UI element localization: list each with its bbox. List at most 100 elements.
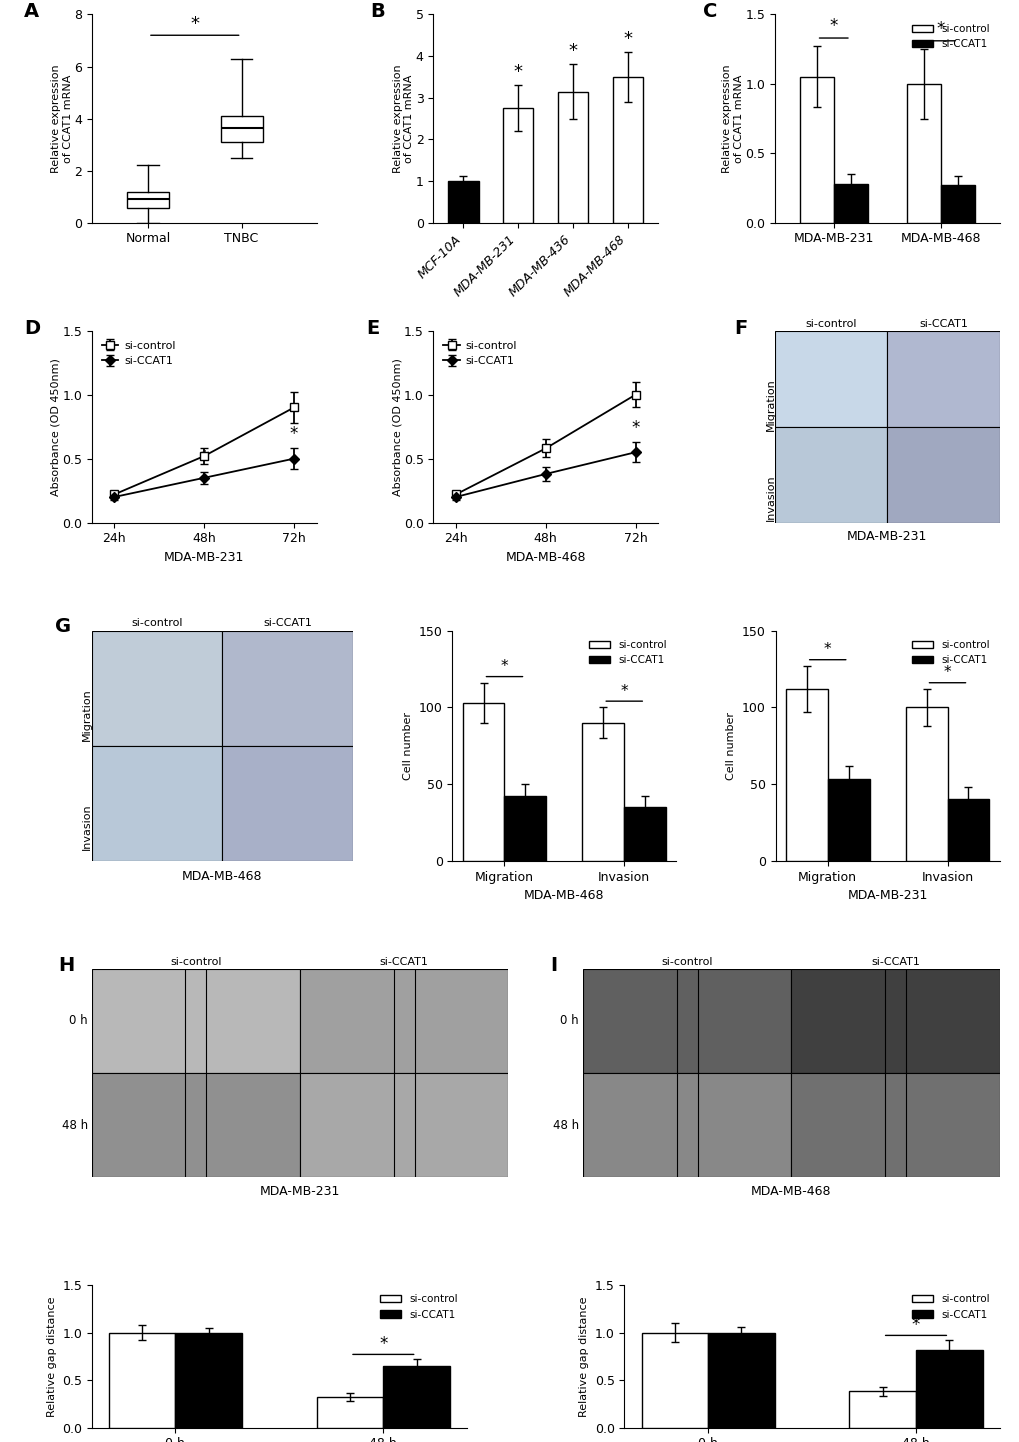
Bar <box>849 1392 915 1428</box>
FancyBboxPatch shape <box>92 1073 300 1177</box>
Text: *: * <box>200 448 208 467</box>
FancyBboxPatch shape <box>92 746 222 861</box>
FancyBboxPatch shape <box>92 630 222 746</box>
X-axis label: MDA-MB-231: MDA-MB-231 <box>847 890 927 903</box>
Text: F: F <box>734 319 747 339</box>
X-axis label: MDA-MB-468: MDA-MB-468 <box>524 890 604 903</box>
Text: E: E <box>366 319 379 339</box>
Y-axis label: Cell number: Cell number <box>403 712 413 780</box>
X-axis label: MDA-MB-231: MDA-MB-231 <box>164 551 245 564</box>
Bar <box>707 1332 773 1428</box>
Text: si-CCAT1: si-CCAT1 <box>263 619 312 629</box>
Text: si-control: si-control <box>805 319 856 329</box>
Text: 0 h: 0 h <box>559 1014 579 1027</box>
Bar <box>827 780 869 861</box>
Bar <box>462 702 504 861</box>
Text: *: * <box>379 1334 387 1353</box>
Bar <box>383 1366 449 1428</box>
Text: I: I <box>549 956 556 975</box>
Bar <box>582 722 624 861</box>
FancyBboxPatch shape <box>583 1073 791 1177</box>
Bar <box>624 808 665 861</box>
Text: *: * <box>289 425 298 443</box>
Text: *: * <box>620 684 628 699</box>
Text: 48 h: 48 h <box>552 1119 579 1132</box>
Text: MDA-MB-468: MDA-MB-468 <box>750 1185 830 1198</box>
Text: *: * <box>191 16 199 33</box>
Text: *: * <box>568 42 577 61</box>
Text: *: * <box>541 444 549 461</box>
Text: Migration: Migration <box>82 688 92 741</box>
Text: MDA-MB-231: MDA-MB-231 <box>260 1185 340 1198</box>
Text: G: G <box>55 617 71 636</box>
FancyBboxPatch shape <box>791 969 999 1073</box>
Legend: si-control, si-CCAT1: si-control, si-CCAT1 <box>907 636 994 669</box>
Text: Invasion: Invasion <box>764 474 774 521</box>
Text: *: * <box>500 659 507 675</box>
FancyBboxPatch shape <box>791 1073 999 1177</box>
Y-axis label: Relative gap distance: Relative gap distance <box>579 1296 589 1416</box>
Text: *: * <box>631 418 639 437</box>
Bar <box>906 84 940 222</box>
Text: *: * <box>514 63 523 81</box>
Legend: si-control, si-CCAT1: si-control, si-CCAT1 <box>585 636 671 669</box>
Y-axis label: Relative expression
of CCAT1 mRNA: Relative expression of CCAT1 mRNA <box>392 65 414 173</box>
Bar <box>612 76 642 222</box>
Bar <box>915 1350 981 1428</box>
Text: si-control: si-control <box>131 619 182 629</box>
Text: *: * <box>828 17 838 35</box>
Bar <box>317 1397 383 1428</box>
FancyBboxPatch shape <box>222 630 353 746</box>
Y-axis label: Relative expression
of CCAT1 mRNA: Relative expression of CCAT1 mRNA <box>721 65 743 173</box>
Text: *: * <box>935 20 944 37</box>
Y-axis label: Absorbance (OD 450nm): Absorbance (OD 450nm) <box>392 358 401 496</box>
FancyBboxPatch shape <box>887 330 999 427</box>
X-axis label: MDA-MB-468: MDA-MB-468 <box>505 551 585 564</box>
PathPatch shape <box>126 192 169 209</box>
Text: si-CCAT1: si-CCAT1 <box>870 956 919 966</box>
Bar <box>557 91 588 222</box>
FancyBboxPatch shape <box>887 427 999 522</box>
Text: D: D <box>24 319 41 339</box>
Y-axis label: Cell number: Cell number <box>726 712 736 780</box>
Y-axis label: Relative expression
of CCAT1 mRNA: Relative expression of CCAT1 mRNA <box>51 65 72 173</box>
Text: *: * <box>823 642 830 658</box>
Bar <box>504 796 546 861</box>
FancyBboxPatch shape <box>583 969 791 1073</box>
Bar <box>448 182 478 222</box>
Bar <box>109 1332 175 1428</box>
Legend: si-control, si-CCAT1: si-control, si-CCAT1 <box>438 336 521 371</box>
Text: C: C <box>702 1 716 22</box>
Bar <box>175 1332 242 1428</box>
PathPatch shape <box>220 115 263 141</box>
Bar <box>947 799 988 861</box>
Legend: si-control, si-CCAT1: si-control, si-CCAT1 <box>907 1291 994 1324</box>
Legend: si-control, si-CCAT1: si-control, si-CCAT1 <box>907 20 994 53</box>
Text: *: * <box>911 1315 919 1334</box>
Text: si-CCAT1: si-CCAT1 <box>379 956 428 966</box>
Text: H: H <box>58 956 74 975</box>
Text: 0 h: 0 h <box>69 1014 88 1027</box>
Y-axis label: Absorbance (OD 450nm): Absorbance (OD 450nm) <box>51 358 60 496</box>
Text: A: A <box>24 1 40 22</box>
Bar <box>799 76 833 222</box>
FancyBboxPatch shape <box>300 1073 507 1177</box>
Text: MDA-MB-231: MDA-MB-231 <box>846 531 926 544</box>
FancyBboxPatch shape <box>300 969 507 1073</box>
Bar <box>641 1332 707 1428</box>
Bar <box>833 185 867 222</box>
Legend: si-control, si-CCAT1: si-control, si-CCAT1 <box>375 1291 462 1324</box>
Text: si-control: si-control <box>170 956 221 966</box>
Text: *: * <box>623 30 632 48</box>
FancyBboxPatch shape <box>222 746 353 861</box>
Bar <box>502 108 533 222</box>
Bar <box>940 185 974 222</box>
Text: 48 h: 48 h <box>61 1119 88 1132</box>
Text: Migration: Migration <box>764 379 774 431</box>
Text: *: * <box>943 665 951 681</box>
FancyBboxPatch shape <box>774 427 887 522</box>
Text: B: B <box>370 1 385 22</box>
Bar <box>785 689 827 861</box>
FancyBboxPatch shape <box>774 330 887 427</box>
Text: MDA-MB-468: MDA-MB-468 <box>182 870 263 883</box>
